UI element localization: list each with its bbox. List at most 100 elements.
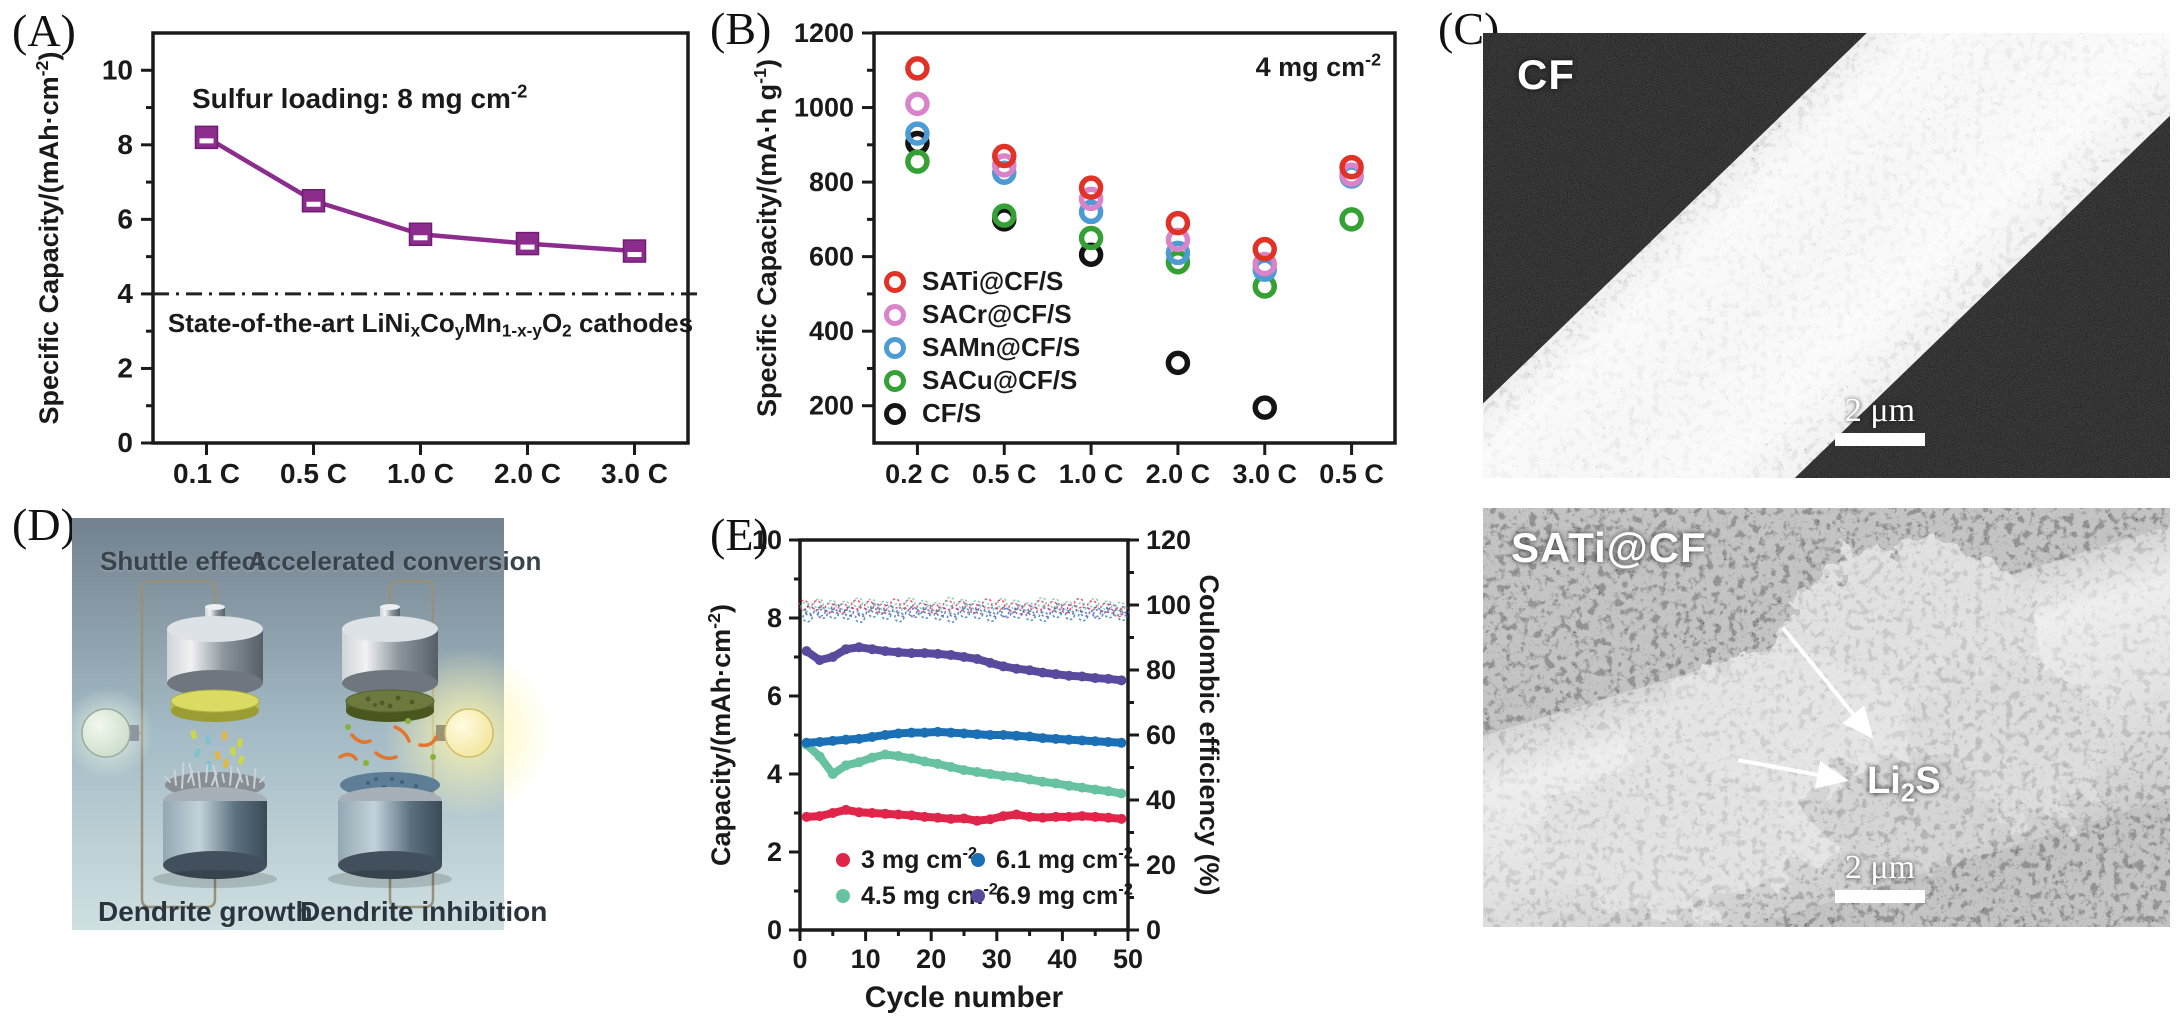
y-tick-label: 0 [117, 427, 133, 458]
capacity-point [840, 734, 851, 745]
capacity-point [867, 752, 878, 763]
legend-marker [971, 889, 985, 903]
sem-image-sati-cf: SATi@CF Li2S 2 μm [1483, 508, 2170, 927]
y-tick-label: 1200 [794, 18, 854, 48]
capacity-point [854, 757, 865, 768]
capacity-point [840, 760, 851, 771]
capacity-point [906, 753, 917, 764]
data-point-ring [905, 91, 930, 117]
capacity-point [827, 769, 838, 779]
capacity-point [1011, 663, 1022, 674]
capacity-point [959, 765, 969, 776]
capacity-point [972, 767, 983, 778]
ce-point [959, 607, 971, 619]
bright-bulb-icon [436, 708, 494, 758]
scale-bar-line [1835, 889, 1925, 903]
legend-marker [971, 853, 985, 867]
capacity-point [840, 644, 851, 655]
capacity-point [906, 648, 917, 659]
legend-label: SAMn@CF/S [922, 332, 1080, 362]
legend-label: SACr@CF/S [922, 299, 1072, 329]
panel-e-label: (E) [710, 509, 769, 560]
legend-label: 3 mg cm-2 [861, 845, 977, 875]
sem-sati-texture [1483, 508, 2170, 927]
y-tick-label: 1000 [794, 93, 854, 123]
panel-b-label: (B) [710, 3, 772, 54]
y-tick-label: 2 [117, 352, 133, 383]
data-point-square [194, 125, 219, 150]
sulfur-dots [345, 718, 436, 766]
capacity-point [1077, 735, 1088, 746]
y-axis-title: Specific Capacity/(mA·h g-1) [750, 59, 782, 417]
data-point-ring [1252, 236, 1277, 262]
panel-b-series-SACu@CF/S [905, 149, 1364, 299]
panel-a-series [194, 125, 647, 263]
capacity-point [827, 652, 838, 662]
ce-point [995, 599, 1006, 611]
capacity-point [1090, 673, 1101, 684]
panel-e-legend: 3 mg cm-2 4.5 mg cm-2 6.1 mg cm-2 6.9 mg cm… [836, 845, 1133, 910]
ce-point [1064, 609, 1076, 621]
accelerated-conversion-cell [328, 604, 452, 888]
capacity-point [1063, 670, 1074, 681]
data-point-ring [1165, 210, 1191, 236]
caption-shuttle-effect: Shuttle effect [100, 546, 265, 576]
y-tick-label: 8 [117, 129, 133, 160]
capacity-point [880, 749, 891, 760]
y-tick-label: 10 [102, 54, 133, 85]
dim-bulb-icon [81, 708, 139, 758]
capacity-point [827, 735, 838, 746]
x-tick-label: 0 [792, 944, 807, 974]
ce-point [1014, 604, 1025, 615]
ce-point [1104, 607, 1115, 619]
x-tick-label: 20 [916, 944, 946, 974]
panel-b-series-SAMn@CF/S [905, 121, 1364, 282]
dendrite-spikes [164, 762, 266, 789]
capacity-point [854, 642, 865, 653]
ce-point [987, 606, 999, 618]
capacity-point [959, 728, 969, 739]
data-point-ring [1165, 350, 1191, 376]
panel-e-ce-series-2 [802, 606, 1128, 624]
panel-e-capacity-series-3 [801, 642, 1127, 686]
data-point-square [301, 188, 326, 213]
shuttle-effect-cell [153, 604, 277, 888]
y-tick-label: 400 [809, 316, 854, 346]
sem-cf-texture [1483, 33, 2170, 478]
polysulfide-particles [190, 730, 245, 770]
panel-b-series-SATi@CF/S [905, 56, 1364, 262]
x-tick-label: 40 [1047, 944, 1077, 974]
capacity-point [867, 808, 878, 818]
x-tick-label: 1.0 C [1059, 459, 1124, 489]
panel-a-plot: 0 2 4 6 8 10 Specific Capacity/(mAh·cm-2) 0.1 C… [32, 31, 698, 489]
capacity-point [1063, 780, 1074, 791]
sem-image-cf: CF 2 μm [1483, 33, 2170, 478]
capacity-point [932, 648, 943, 659]
capacity-point [932, 726, 943, 737]
left-tick-label: 10 [752, 525, 782, 555]
capacity-point [1011, 809, 1022, 820]
data-point-square [408, 222, 433, 247]
x-tick-label: 1.0 C [387, 458, 454, 489]
ce-point [1066, 604, 1078, 615]
sem-sati-tag: SATi@CF [1511, 524, 1707, 571]
capacity-point [1103, 673, 1114, 684]
ce-point [869, 602, 881, 614]
capacity-point [814, 737, 825, 748]
panel-a-x-axis: 0.1 C 0.5 C 1.0 C 2.0 C 3.0 C [173, 443, 668, 489]
capacity-point [945, 761, 956, 772]
capacity-point [1037, 733, 1048, 744]
panel-e-capacity-series-0 [801, 804, 1127, 826]
panel-e-capacity-series-1 [801, 739, 1127, 799]
capacity-point [1011, 730, 1022, 741]
capacity-point [1077, 671, 1088, 682]
ce-point [798, 599, 809, 611]
x-tick-label: 50 [1113, 944, 1143, 974]
axes-box [872, 31, 1397, 445]
data-point-ring [1078, 175, 1104, 200]
panel-e-x-axis: 0 10 20 30 40 50 [792, 930, 1143, 974]
capacity-point [1024, 774, 1035, 785]
ce-point [1090, 606, 1102, 618]
capacity-point [1116, 737, 1127, 748]
